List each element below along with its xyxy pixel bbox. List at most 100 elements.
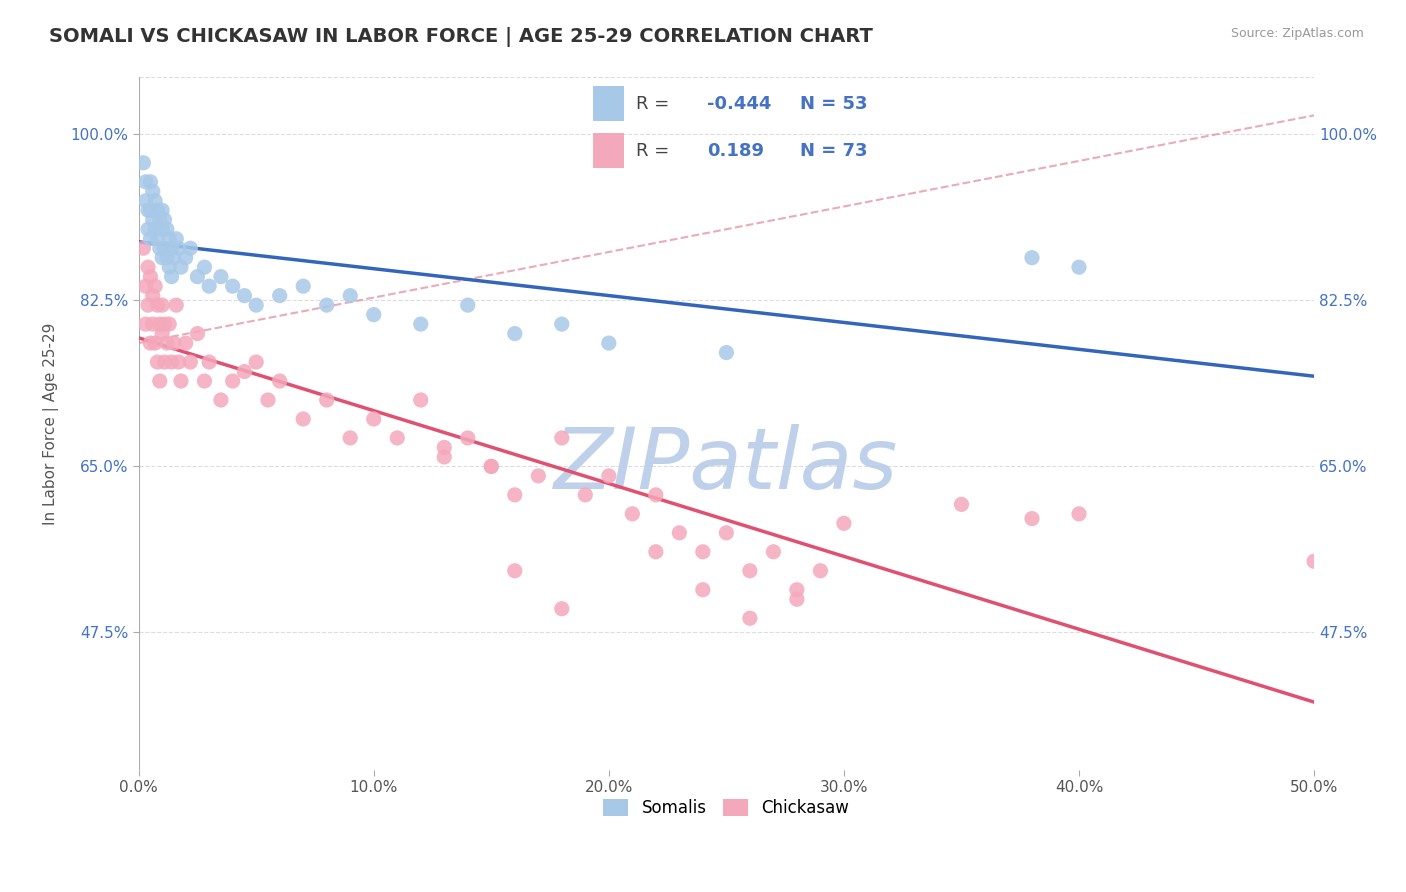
Point bbox=[163, 336, 186, 351]
Point bbox=[136, 298, 159, 312]
Point bbox=[150, 298, 173, 312]
Point bbox=[193, 374, 215, 388]
Point bbox=[167, 355, 190, 369]
Point bbox=[832, 516, 855, 531]
Point bbox=[433, 450, 456, 464]
Point bbox=[269, 374, 291, 388]
Point bbox=[738, 611, 761, 625]
Point bbox=[598, 336, 620, 351]
Point bbox=[339, 288, 361, 302]
Point bbox=[503, 564, 526, 578]
Point bbox=[135, 175, 157, 189]
Point bbox=[150, 222, 173, 236]
Point bbox=[167, 241, 190, 255]
Point bbox=[692, 545, 714, 559]
Point bbox=[245, 298, 267, 312]
Point bbox=[136, 260, 159, 275]
Point bbox=[209, 392, 232, 407]
Bar bbox=[593, 133, 624, 168]
Point bbox=[457, 431, 479, 445]
Point bbox=[160, 355, 183, 369]
Text: N = 53: N = 53 bbox=[800, 95, 868, 112]
Point bbox=[143, 222, 166, 236]
Point bbox=[198, 279, 221, 293]
Point bbox=[186, 269, 208, 284]
Point bbox=[179, 241, 201, 255]
Point bbox=[621, 507, 644, 521]
Point bbox=[170, 374, 193, 388]
Point bbox=[143, 194, 166, 208]
Point bbox=[786, 582, 808, 597]
Point bbox=[153, 241, 176, 255]
Point bbox=[136, 203, 159, 218]
Point bbox=[170, 260, 193, 275]
Point bbox=[139, 203, 162, 218]
Point bbox=[153, 355, 176, 369]
Point bbox=[1021, 251, 1043, 265]
Point bbox=[363, 412, 385, 426]
Point bbox=[245, 355, 267, 369]
Point bbox=[139, 175, 162, 189]
Point bbox=[292, 412, 315, 426]
Point bbox=[149, 212, 172, 227]
Point bbox=[479, 459, 502, 474]
Point bbox=[150, 203, 173, 218]
Point bbox=[135, 279, 157, 293]
Point bbox=[150, 251, 173, 265]
Point bbox=[160, 269, 183, 284]
Point bbox=[135, 194, 157, 208]
Point bbox=[315, 298, 337, 312]
Point bbox=[132, 156, 155, 170]
Y-axis label: In Labor Force | Age 25-29: In Labor Force | Age 25-29 bbox=[44, 323, 59, 524]
Point bbox=[135, 317, 157, 331]
Point bbox=[179, 355, 201, 369]
Point bbox=[315, 392, 337, 407]
Point bbox=[209, 269, 232, 284]
Point bbox=[146, 203, 169, 218]
Point bbox=[598, 469, 620, 483]
Point bbox=[143, 279, 166, 293]
Point bbox=[387, 431, 409, 445]
Point bbox=[198, 355, 221, 369]
Point bbox=[150, 326, 173, 341]
Text: -0.444: -0.444 bbox=[707, 95, 772, 112]
Point bbox=[1067, 260, 1090, 275]
Point bbox=[221, 279, 243, 293]
Text: 0.189: 0.189 bbox=[707, 142, 765, 160]
Point bbox=[433, 441, 456, 455]
Text: R =: R = bbox=[636, 142, 669, 160]
Point bbox=[149, 317, 172, 331]
Point bbox=[163, 251, 186, 265]
Point bbox=[156, 222, 179, 236]
Point bbox=[1067, 507, 1090, 521]
Point bbox=[165, 232, 187, 246]
Point bbox=[142, 317, 165, 331]
Point bbox=[136, 222, 159, 236]
Point bbox=[165, 298, 187, 312]
Point bbox=[292, 279, 315, 293]
Point bbox=[139, 232, 162, 246]
Point bbox=[146, 232, 169, 246]
Point bbox=[692, 582, 714, 597]
Point bbox=[142, 184, 165, 198]
Text: N = 73: N = 73 bbox=[800, 142, 868, 160]
Point bbox=[142, 288, 165, 302]
Point bbox=[153, 212, 176, 227]
Point bbox=[149, 241, 172, 255]
Point bbox=[233, 365, 256, 379]
Point bbox=[551, 317, 574, 331]
Text: R =: R = bbox=[636, 95, 669, 112]
Point bbox=[409, 317, 432, 331]
Point bbox=[139, 269, 162, 284]
Point bbox=[157, 260, 180, 275]
Point bbox=[160, 241, 183, 255]
Point bbox=[186, 326, 208, 341]
Point bbox=[156, 336, 179, 351]
Point bbox=[1303, 554, 1326, 568]
Point bbox=[527, 469, 550, 483]
Text: ZIPatlas: ZIPatlas bbox=[554, 424, 898, 507]
Point bbox=[574, 488, 596, 502]
Point bbox=[503, 488, 526, 502]
Point bbox=[193, 260, 215, 275]
Point bbox=[157, 232, 180, 246]
